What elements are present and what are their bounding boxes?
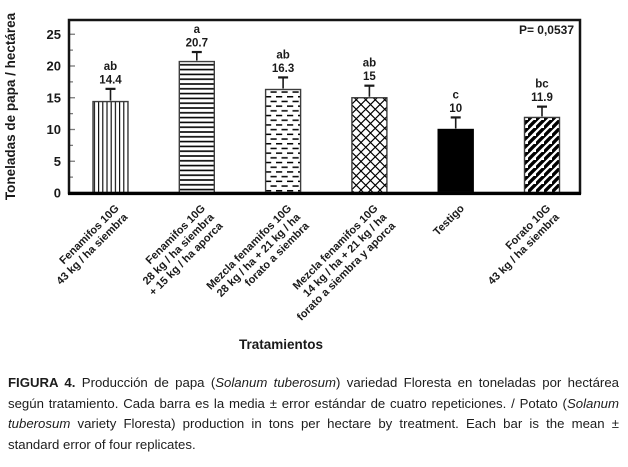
y-axis-title: Toneladas de papa / hectárea	[3, 12, 18, 200]
caption-segment: FIGURA 4.	[8, 375, 76, 390]
x-tick-label-line: 28 kg / ha + 21 kg / ha	[215, 211, 304, 300]
bar-value-label: 11.9	[531, 92, 553, 104]
y-tick-label: 25	[47, 27, 61, 42]
bar-sig-letter: ab	[104, 61, 117, 73]
bar	[92, 100, 129, 194]
bar-sig-letter: a	[194, 24, 201, 36]
caption-segment: Solanum tuberosum	[8, 395, 619, 432]
bar-sig-letter: ab	[363, 58, 376, 70]
bar	[264, 88, 302, 194]
x-tick-label-line: Testigo	[431, 202, 467, 238]
y-tick-label: 0	[54, 186, 61, 201]
y-tick-label: 20	[47, 59, 61, 74]
p-value-annotation: P= 0,0537	[519, 23, 574, 37]
caption-segment: variety Floresta) production in tons per…	[8, 416, 619, 452]
caption-segment: Solanum tuberosum	[215, 375, 336, 390]
bar-value-label: 10	[449, 103, 462, 115]
caption-segment: ) variedad Floresta en toneladas por hec…	[8, 375, 619, 411]
bar-value-label: 16.3	[272, 63, 294, 75]
figure-caption: FIGURA 4. Producción de papa (Solanum tu…	[0, 362, 628, 455]
bar	[351, 97, 388, 194]
plot-border	[67, 18, 582, 195]
y-tick-label: 10	[47, 122, 61, 137]
bar-value-label: 15	[363, 71, 376, 83]
bar-sig-letter: bc	[535, 79, 549, 91]
x-tick-label: Fenamifos 10G43 kg / ha siembra	[46, 202, 131, 287]
bar	[178, 60, 216, 194]
x-tick-label: Forato 10G43 kg / ha siembra	[477, 202, 562, 287]
bar-sig-letter: c	[452, 89, 459, 101]
x-tick-label: Testigo	[431, 202, 467, 238]
y-tick-label: 15	[47, 90, 61, 105]
bar-sig-letter: ab	[276, 49, 289, 61]
x-tick-label: Mezcla fenamifos 10G28 kg / ha + 21 kg /…	[204, 202, 312, 310]
bar-value-label: 14.4	[99, 74, 122, 86]
y-tick-label: 5	[54, 154, 61, 169]
bar	[523, 116, 561, 194]
x-tick-label-line: 14 kg / ha + 21 kg / ha	[301, 211, 390, 300]
bar-value-label: 20.7	[186, 38, 208, 50]
caption-segment: Producción de papa (	[75, 375, 216, 390]
bar	[437, 128, 474, 194]
x-axis-title: Tratamientos	[239, 337, 323, 352]
